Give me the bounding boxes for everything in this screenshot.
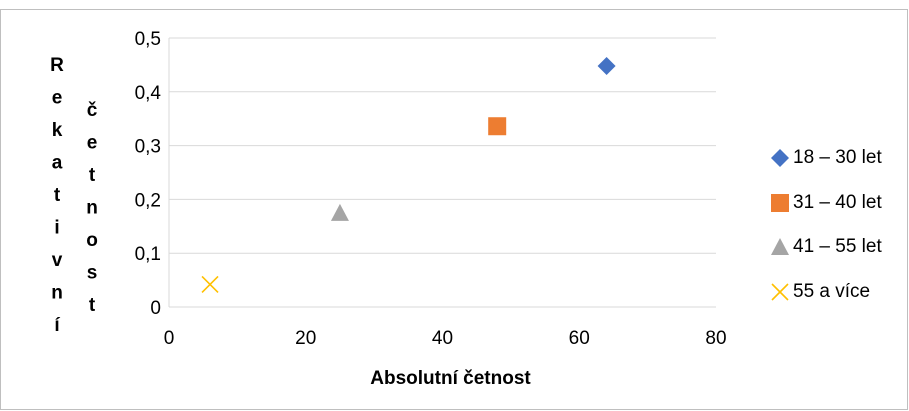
y-axis-title-char: e	[52, 88, 63, 109]
y-axis-title-char: í	[54, 315, 60, 336]
y-tick-label: 0,3	[135, 137, 161, 158]
legend-marker-icon	[771, 193, 789, 212]
y-tick-labels: 0 0,1 0,2 0,3 0,4 0,5	[135, 29, 162, 319]
y-axis-title-char: a	[52, 153, 63, 174]
y-axis-title-char: t	[89, 295, 96, 316]
legend-label: 55 a více	[793, 280, 871, 302]
legend-label: 31 – 40 let	[793, 191, 882, 213]
gridlines	[168, 37, 716, 308]
y-tick-label: 0,5	[135, 29, 161, 50]
legend-label: 41 – 55 let	[793, 236, 882, 257]
legend-marker-shape	[771, 193, 789, 212]
y-tick-label: 0,4	[135, 83, 162, 104]
data-points	[201, 56, 616, 293]
legend-marker-shape	[771, 238, 789, 255]
legend-item: 31 – 40 let	[771, 187, 882, 219]
y-axis-title-char: s	[87, 263, 98, 284]
x-tick-label: 60	[569, 328, 590, 349]
legend-item: 55 a více	[771, 276, 882, 308]
legend-marker-shape	[771, 282, 789, 301]
y-axis-title-char: t	[89, 165, 96, 186]
y-axis-title-char: R	[50, 55, 64, 76]
y-axis-title-char: n	[51, 283, 63, 304]
x-tick-label: 80	[705, 328, 726, 349]
y-axis-title-char: v	[52, 250, 63, 271]
x-axis-title: Absolutní četnost	[370, 368, 531, 389]
y-axis-title-char: k	[52, 120, 63, 141]
y-axis-title-char: o	[86, 230, 98, 251]
legend-marker-icon	[771, 149, 789, 167]
y-axis-title-char: n	[86, 198, 98, 219]
legend-item: 18 – 30 let	[771, 142, 882, 174]
y-tick-label: 0	[150, 298, 161, 319]
x-marker-stroke	[201, 275, 219, 293]
legend-marker-shape	[771, 149, 789, 167]
x-tick-label: 40	[432, 328, 453, 349]
y-axis-title-char: č	[87, 100, 98, 121]
legend-label: 18 – 30 let	[793, 147, 882, 168]
x-tick-label: 0	[164, 328, 175, 349]
y-axis-title-char: t	[54, 185, 61, 206]
data-point	[597, 56, 616, 75]
x-tick-labels: 0 20 40 60 80	[164, 328, 727, 349]
y-tick-label: 0,1	[135, 244, 161, 265]
x-tick-label: 20	[295, 328, 316, 349]
x-marker-stroke	[771, 282, 789, 301]
legend-item: 41 – 55 let	[771, 231, 882, 263]
y-axis-title-char: e	[87, 133, 98, 154]
legend-marker-icon	[771, 238, 789, 255]
data-point	[201, 275, 219, 293]
data-point	[488, 117, 507, 136]
legend: 18 – 30 let 31 – 40 let 41 – 55 let 55 a ví…	[771, 142, 882, 320]
data-point	[330, 203, 349, 221]
y-axis-title-char: i	[54, 218, 59, 239]
scatter-plot: 0 0,1 0,2 0,3 0,4 0,5 0 20 40 60 80 Absolutní čet…	[50, 29, 727, 389]
y-tick-label: 0,2	[135, 190, 161, 211]
chart-frame: 0 0,1 0,2 0,3 0,4 0,5 0 20 40 60 80 Absolutní čet…	[0, 9, 908, 410]
legend-marker-icon	[771, 282, 789, 301]
